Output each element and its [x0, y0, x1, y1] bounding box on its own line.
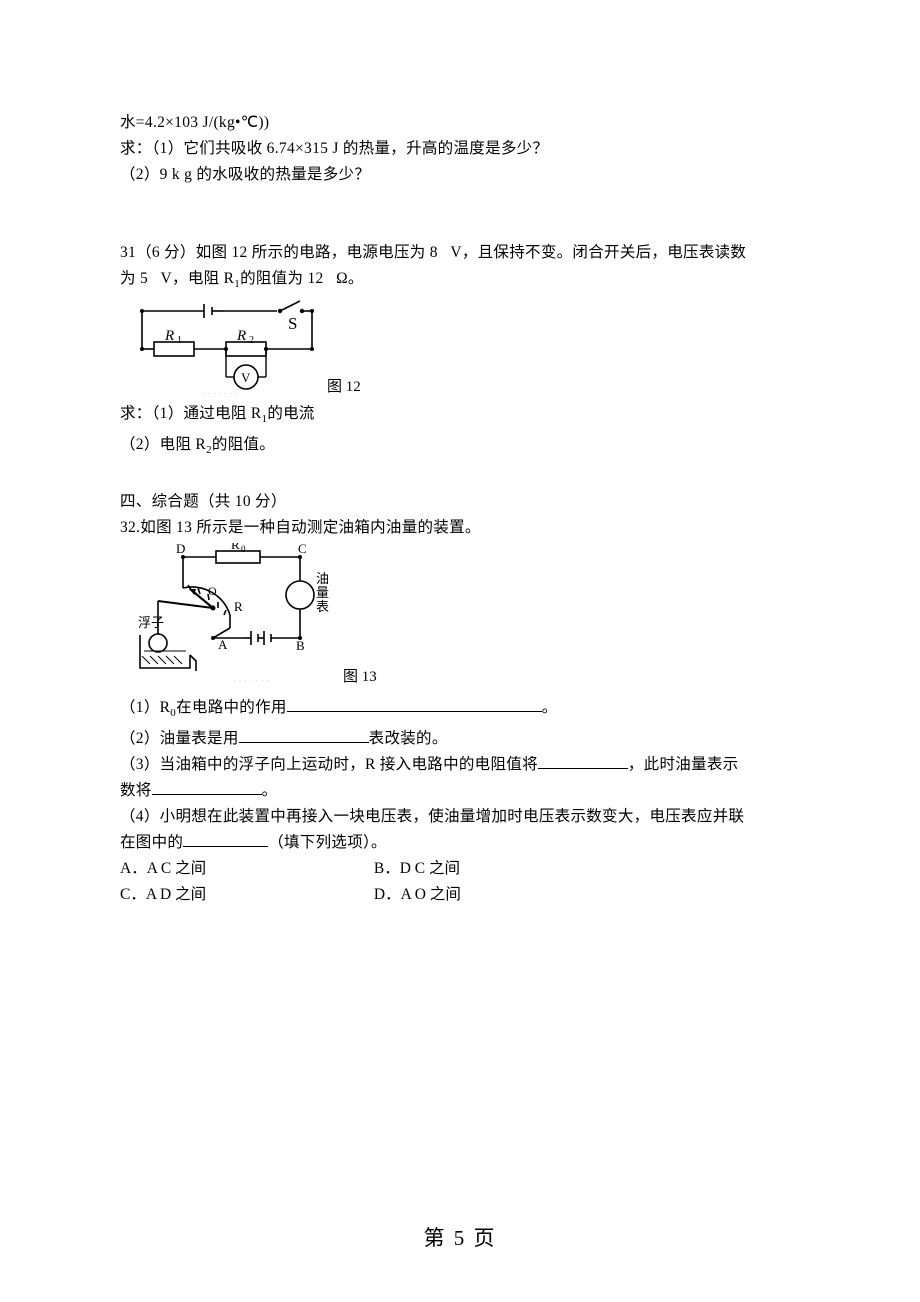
q32-p4-l2-pre: 在图中的: [120, 834, 183, 851]
q32-p3-blank1: [538, 754, 628, 770]
svg-text:R: R: [164, 328, 174, 344]
svg-text:浮子: 浮子: [138, 615, 164, 630]
q32-opt-D: D．A O 之间: [374, 886, 461, 903]
q30-l1-pre: 水=4.2×10: [120, 114, 190, 131]
q32-opt-C: C．A D 之间: [120, 882, 370, 908]
q31-stem-line1: 31（6 分）如图 12 所示的电路，电源电压为 8 V，且保持不变。闭合开关后…: [120, 240, 810, 266]
svg-text:图 13: 图 13: [343, 668, 377, 685]
q32-p1-blank: [287, 697, 542, 713]
figure-12: R1 R2 S V 图 12 · · · · · · ·: [132, 299, 810, 399]
q32-p4-l2-post: （填下列选项）。: [268, 834, 387, 851]
q32-p2-blank: [239, 728, 369, 744]
svg-text:R: R: [231, 543, 240, 552]
q31-ask2: （2）电阻 R2的阻值。: [120, 432, 810, 463]
q31-stem-line2: 为 5 V，电阻 R1的阻值为 12 Ω。: [120, 266, 810, 297]
q31-ask1: 求：（1）通过电阻 R1的电流: [120, 401, 810, 432]
svg-text:· · · · · · ·: · · · · · · ·: [202, 388, 238, 398]
svg-text:A: A: [218, 637, 228, 652]
q30-l1-post: J/(kg•℃)): [198, 114, 269, 131]
q31-a2-pre: （2）电阻 R: [120, 436, 206, 453]
q31-s2-pre: 为 5 V，电阻 R: [120, 270, 234, 287]
figure-13: D R0 C O R A B 油 量 表 浮子 图 13 · · · · · ·…: [138, 543, 810, 693]
q32-p2-post: 表改装的。: [369, 730, 448, 747]
svg-text:量: 量: [316, 585, 329, 600]
q32-p3-pre: （3）当油箱中的浮子向上运动时，R 接入电路中的电阻值将: [120, 756, 538, 773]
q31-a2-post: 的阻值。: [212, 436, 275, 453]
svg-text:B: B: [296, 638, 305, 653]
q32-p3-blank2: [152, 780, 262, 796]
svg-text:0: 0: [241, 544, 246, 554]
q32-p3-l2-post: 。: [262, 782, 278, 799]
svg-text:· · · · · · ·: · · · · · · ·: [233, 675, 269, 685]
q32-p3-mid: ，此时油量表示: [628, 756, 739, 773]
q32-p1: （1）R0在电路中的作用。: [120, 695, 810, 726]
q32-p4-l2: 在图中的 （填下列选项）。: [120, 830, 810, 856]
q32-p1-post: 。: [542, 699, 558, 716]
q31-a1-pre: 求：（1）通过电阻 R: [120, 405, 262, 422]
q32-p3-l2: 数将 。: [120, 778, 810, 804]
q32-opt-B: B．D C 之间: [374, 860, 460, 877]
q32-p4-blank: [183, 832, 268, 848]
q30-line3: （2）9 k g 的水吸收的热量是多少？: [120, 162, 810, 188]
q32-p1-pre: （1）R: [120, 699, 170, 716]
svg-text:表: 表: [316, 599, 329, 614]
svg-text:2: 2: [249, 335, 254, 346]
section-4-heading: 四、综合题（共 10 分）: [120, 489, 810, 515]
svg-text:O: O: [208, 584, 217, 598]
q32-options-row1: A．A C 之间 B．D C 之间: [120, 856, 810, 882]
q32-stem: 32.如图 13 所示是一种自动测定油箱内油量的装置。: [120, 515, 810, 541]
svg-text:S: S: [288, 314, 297, 333]
page: 水=4.2×103 J/(kg•℃)) 求：（1）它们共吸收 6.74×315 …: [0, 0, 920, 1302]
svg-text:R: R: [236, 328, 246, 344]
q32-opt-A: A．A C 之间: [120, 856, 370, 882]
q32-p3-l1: （3）当油箱中的浮子向上运动时，R 接入电路中的电阻值将 ，此时油量表示: [120, 752, 810, 778]
svg-text:V: V: [241, 370, 251, 385]
q31-s2-post: 的阻值为 12 Ω。: [240, 270, 364, 287]
q32-p4-l1: （4）小明想在此装置中再接入一块电压表，使油量增加时电压表示数变大，电压表应并联: [120, 804, 810, 830]
svg-text:油: 油: [316, 571, 329, 586]
svg-text:R: R: [234, 599, 243, 614]
q32-p2: （2）油量表是用 表改装的。: [120, 726, 810, 752]
svg-text:1: 1: [177, 335, 182, 346]
q31-a1-post: 的电流: [267, 405, 314, 422]
q30-line2: 求：（1）它们共吸收 6.74×315 J 的热量，升高的温度是多少？: [120, 136, 810, 162]
q32-options-row2: C．A D 之间 D．A O 之间: [120, 882, 810, 908]
fig12-caption: 图 12: [327, 378, 361, 395]
q32-p3-l2-pre: 数将: [120, 782, 152, 799]
svg-text:C: C: [298, 543, 307, 556]
q32-p1-mid: 在电路中的作用: [176, 699, 287, 716]
page-number: 第 5 页: [0, 1222, 920, 1252]
svg-text:D: D: [176, 543, 185, 556]
q30-line1: 水=4.2×103 J/(kg•℃)): [120, 110, 810, 136]
q32-p2-pre: （2）油量表是用: [120, 730, 239, 747]
